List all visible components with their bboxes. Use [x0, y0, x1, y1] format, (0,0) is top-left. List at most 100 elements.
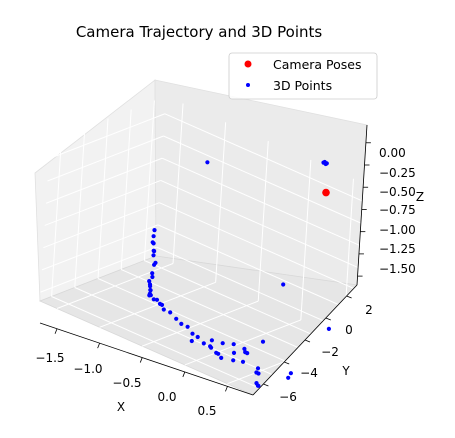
scatter-point: [324, 161, 329, 166]
scatter-point: [151, 234, 156, 239]
y-tick-mark: [325, 317, 331, 321]
x-tick-label: −0.5: [112, 376, 141, 390]
gridline: [163, 135, 377, 231]
scatter-point: [152, 262, 157, 267]
x-tick-label: 0.0: [157, 390, 176, 404]
gridline: [342, 178, 354, 339]
y-tick-mark: [284, 361, 290, 365]
gridline: [43, 202, 160, 249]
scatter-point: [151, 253, 156, 258]
gridline: [44, 179, 161, 226]
gridline: [97, 118, 109, 279]
x-tick-mark: [54, 328, 58, 334]
x-tick-label: −1.0: [73, 362, 102, 376]
scatter-point: [326, 326, 331, 331]
scatter-point: [174, 316, 179, 321]
scatter-point: [161, 307, 166, 312]
scatter-point: [201, 341, 206, 346]
scatter-point: [151, 248, 156, 253]
scatter-point: [255, 383, 260, 388]
z-tick-label: −1.50: [379, 262, 416, 276]
scatter-point: [150, 271, 155, 276]
x-tick-mark: [139, 357, 143, 363]
data-points: [147, 159, 331, 388]
y-tick-label: −4: [300, 366, 318, 380]
gridline: [45, 157, 163, 204]
scatter-point: [281, 282, 286, 287]
scatter-point: [147, 282, 153, 287]
legend-label-3d-points: 3D Points: [273, 78, 332, 93]
gridline: [160, 179, 374, 275]
legend-label-camera-poses: Camera Poses: [273, 57, 361, 72]
gridline: [159, 202, 373, 298]
scatter-point: [148, 293, 153, 298]
y-tick-label: 2: [365, 303, 373, 317]
scatter-point: [189, 338, 194, 344]
x-axis-label: X: [117, 400, 125, 414]
gridline: [41, 224, 159, 271]
z-tick-label: −1.00: [379, 223, 416, 237]
gridline: [257, 141, 269, 302]
scatter-point: [242, 346, 247, 351]
scatter-point: [209, 338, 214, 343]
scatter-point: [231, 342, 236, 347]
gridline: [172, 103, 184, 264]
scatter-point: [179, 321, 184, 326]
scatter-point: [152, 228, 157, 233]
scatter-point: [260, 339, 266, 344]
y-tick-mark: [304, 339, 311, 343]
gridline: [74, 127, 86, 288]
scatter-point: [245, 351, 250, 356]
z-tick-labels: 0.00 −0.25 −0.50 −0.75 −1.00 −1.25 −1.50: [379, 146, 416, 276]
gridline: [48, 113, 166, 160]
x-tick-mark: [182, 371, 186, 378]
z-axis-line: [356, 124, 368, 286]
gridline: [156, 246, 370, 342]
chart-title: Camera Trajectory and 3D Points: [76, 23, 323, 41]
gridline: [97, 278, 312, 373]
gridline: [143, 100, 155, 261]
scatter-point: [209, 345, 214, 350]
scatter-point: [151, 297, 156, 302]
gridline: [164, 113, 379, 209]
z-tick-label: −0.50: [379, 185, 416, 199]
scatter-point: [219, 355, 224, 360]
gridline: [51, 136, 63, 297]
gridlines: [40, 100, 379, 391]
legend-marker-3d-points: [246, 83, 250, 87]
scatter-point: [185, 324, 190, 329]
scatter-point: [195, 334, 200, 340]
gridline: [144, 260, 358, 355]
scatter-point: [255, 366, 261, 371]
legend-marker-camera-poses: [244, 60, 252, 68]
gridline: [51, 296, 265, 391]
scatter-point: [154, 297, 160, 302]
gridline: [161, 157, 376, 253]
axes-panes: [34, 79, 368, 396]
gridline: [40, 246, 157, 293]
scatter-point: [151, 241, 156, 246]
y-tick-label: −2: [321, 345, 339, 359]
z-tick-label: −1.25: [379, 242, 416, 256]
scatter-point: [256, 371, 261, 376]
y-tick-mark: [346, 295, 352, 299]
scatter-point: [150, 274, 155, 280]
x-tick-label: −1.5: [35, 351, 64, 365]
x-tick-mark: [225, 386, 228, 392]
tick-marks: [54, 142, 371, 392]
legend: Camera Poses 3D Points: [228, 52, 378, 100]
gridline: [120, 269, 335, 364]
scatter-point: [205, 160, 210, 165]
x-tick-labels: −1.5 −1.0 −0.5 0.0 0.5: [35, 351, 216, 418]
gridline: [300, 159, 312, 320]
scatter-point: [148, 288, 153, 293]
y-tick-label: 0: [345, 323, 353, 337]
scatter-point: [286, 375, 291, 380]
y-tick-label: −6: [279, 390, 297, 404]
scatter-point: [240, 359, 246, 364]
x-axis-line: [39, 322, 254, 396]
y-axis-label: Y: [341, 364, 350, 378]
y-tick-labels: −6 −4 −2 0 2: [279, 303, 373, 404]
scatter-point: [216, 351, 221, 356]
